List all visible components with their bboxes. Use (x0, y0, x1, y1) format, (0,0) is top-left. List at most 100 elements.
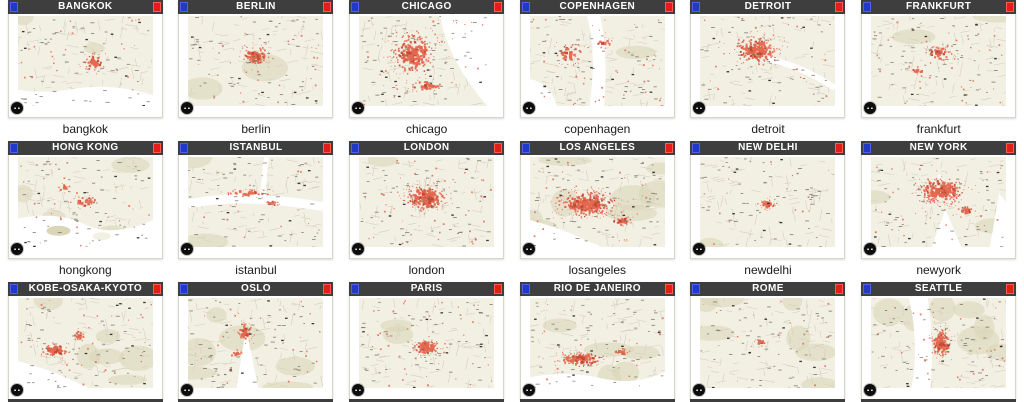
window-titlebar: NEW YORK (861, 141, 1017, 155)
close-icon[interactable] (835, 143, 844, 153)
close-icon[interactable] (1006, 2, 1015, 12)
tile-caption: detroit (751, 122, 785, 136)
city-tile: LONDON london (341, 141, 512, 282)
city-tile: FRANKFURT frankfurt (853, 0, 1024, 141)
app-icon[interactable] (863, 143, 872, 153)
close-icon[interactable] (664, 2, 673, 12)
tile-caption: copenhagen (564, 122, 631, 136)
window-titlebar: PARIS (349, 282, 505, 296)
map-window-body (350, 155, 504, 258)
city-tile: SEATTLE (853, 282, 1024, 402)
map-window-body (8, 296, 162, 399)
window-titlebar: LONDON (349, 141, 505, 155)
app-icon[interactable] (692, 284, 701, 294)
app-icon[interactable] (692, 2, 701, 12)
app-icon[interactable] (521, 284, 530, 294)
close-icon[interactable] (152, 143, 161, 153)
city-tile: HONG KONG hongkong (0, 141, 171, 282)
city-density-map (17, 298, 153, 388)
tile-caption: losangeles (568, 263, 627, 277)
close-icon[interactable] (1006, 284, 1015, 294)
map-window: ISTANBUL (178, 141, 334, 259)
close-icon[interactable] (835, 284, 844, 294)
city-density-map (529, 157, 665, 247)
window-titlebar: OSLO (178, 282, 334, 296)
window-titlebar: BANGKOK (7, 0, 163, 14)
window-title: NEW DELHI (738, 142, 798, 153)
close-icon[interactable] (323, 284, 332, 294)
window-titlebar: NEW DELHI (690, 141, 846, 155)
map-window: DETROIT (690, 0, 846, 118)
app-icon[interactable] (521, 2, 530, 12)
app-icon[interactable] (9, 143, 18, 153)
window-titlebar: HONG KONG (7, 141, 163, 155)
map-window-body (691, 155, 845, 258)
close-icon[interactable] (494, 143, 503, 153)
app-icon[interactable] (351, 284, 360, 294)
app-icon[interactable] (351, 143, 360, 153)
city-tile: PARIS (341, 282, 512, 402)
close-icon[interactable] (494, 2, 503, 12)
close-icon[interactable] (664, 143, 673, 153)
city-tile: OSLO (171, 282, 342, 402)
tile-caption: hongkong (58, 263, 112, 277)
window-titlebar: FRANKFURT (861, 0, 1017, 14)
map-window: COPENHAGEN (519, 0, 675, 118)
app-icon[interactable] (9, 2, 18, 12)
map-window-body (520, 14, 674, 117)
window-titlebar: DETROIT (690, 0, 846, 14)
tile-caption: berlin (241, 122, 271, 136)
attribution-badge (352, 384, 365, 396)
app-icon[interactable] (180, 2, 189, 12)
city-tile: LOS ANGELES losangeles (512, 141, 683, 282)
app-icon[interactable] (9, 284, 18, 294)
attribution-badge (693, 243, 706, 255)
tile-caption: chicago (405, 122, 448, 136)
window-title: PARIS (410, 283, 443, 294)
window-titlebar: BERLIN (178, 0, 334, 14)
window-titlebar: SEATTLE (861, 282, 1017, 296)
city-density-map (188, 16, 324, 106)
map-window: OSLO (178, 282, 334, 400)
app-icon[interactable] (351, 2, 360, 12)
attribution-badge (181, 384, 194, 396)
close-icon[interactable] (323, 143, 332, 153)
close-icon[interactable] (323, 2, 332, 12)
city-density-map (529, 16, 665, 106)
map-window: PARIS (349, 282, 505, 400)
app-icon[interactable] (521, 143, 530, 153)
map-window-body (179, 155, 333, 258)
close-icon[interactable] (835, 2, 844, 12)
city-density-map (871, 298, 1007, 388)
cropped-window-titlebar (7, 399, 163, 402)
window-title: HONG KONG (52, 142, 119, 153)
window-title: CHICAGO (401, 1, 452, 12)
app-icon[interactable] (180, 284, 189, 294)
close-icon[interactable] (152, 2, 161, 12)
app-icon[interactable] (863, 2, 872, 12)
city-density-map (700, 298, 836, 388)
city-density-map (359, 16, 495, 106)
map-window-body (691, 14, 845, 117)
app-icon[interactable] (180, 143, 189, 153)
window-title: LOS ANGELES (559, 142, 636, 153)
app-icon[interactable] (692, 143, 701, 153)
close-icon[interactable] (1006, 143, 1015, 153)
close-icon[interactable] (152, 284, 161, 294)
map-window-body (691, 296, 845, 399)
attribution-badge (352, 102, 365, 114)
city-density-map (359, 157, 495, 247)
attribution-badge (181, 102, 194, 114)
city-tile: NEW YORK newyork (853, 141, 1024, 282)
cropped-window-titlebar (519, 399, 675, 402)
tile-caption: newyork (916, 263, 961, 277)
tile-caption: istanbul (235, 263, 277, 277)
close-icon[interactable] (494, 284, 503, 294)
cropped-next-row-titlebars (0, 399, 1024, 402)
map-window: SEATTLE (861, 282, 1017, 400)
city-tile: CHICAGO chicago (341, 0, 512, 141)
window-title: COPENHAGEN (559, 1, 636, 12)
app-icon[interactable] (863, 284, 872, 294)
close-icon[interactable] (664, 284, 673, 294)
